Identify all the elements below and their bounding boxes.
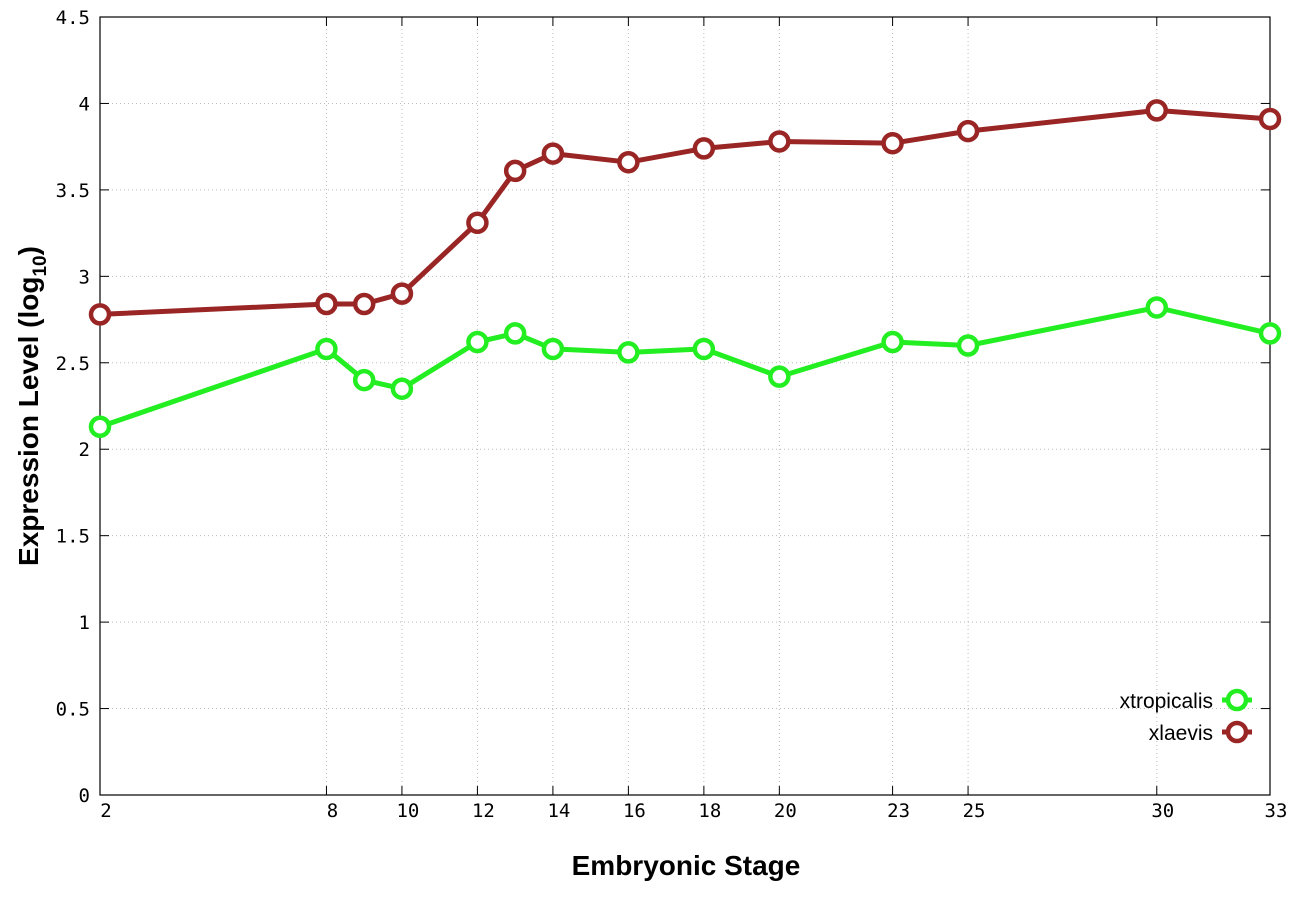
data-point-xlaevis xyxy=(1258,107,1282,131)
y-tick-label: 3.5 xyxy=(56,180,90,202)
y-axis-title: Expression Level (log10) xyxy=(13,246,51,566)
data-point-xlaevis xyxy=(1145,99,1169,122)
x-tick-label: 23 xyxy=(887,800,910,822)
data-point-xtropicalis xyxy=(88,415,112,438)
y-tick-label: 2.5 xyxy=(56,353,90,375)
data-point-xtropicalis xyxy=(466,330,489,354)
data-point-xlaevis xyxy=(617,150,640,174)
x-tick-label: 12 xyxy=(472,800,495,822)
y-tick-label: 1.5 xyxy=(56,526,90,548)
data-point-xlaevis xyxy=(881,131,904,155)
y-tick-label: 1 xyxy=(79,612,90,634)
y-tick-label: 2 xyxy=(79,439,90,461)
y-axis-title-main: Expression Level (log xyxy=(13,277,44,566)
data-point-xtropicalis xyxy=(692,337,716,361)
legend-marker-xlaevis xyxy=(1225,720,1249,744)
x-tick-label: 8 xyxy=(327,800,338,822)
data-point-xlaevis xyxy=(503,159,527,183)
data-point-xtropicalis xyxy=(1145,296,1169,319)
data-point-xlaevis xyxy=(315,292,338,316)
series xyxy=(88,99,1282,438)
x-tick-label: 10 xyxy=(396,800,419,822)
data-point-xlaevis xyxy=(692,137,716,160)
x-tick-label: 18 xyxy=(698,800,721,822)
data-point-xtropicalis xyxy=(541,337,565,361)
data-point-xtropicalis xyxy=(1258,322,1282,345)
data-point-xtropicalis xyxy=(503,322,527,345)
data-point-xlaevis xyxy=(768,130,791,153)
data-point-xtropicalis xyxy=(390,377,414,400)
x-tick-label: 30 xyxy=(1151,800,1174,822)
y-tick-label: 4.5 xyxy=(56,7,90,29)
y-tick-label: 4 xyxy=(79,93,90,115)
data-point-xlaevis xyxy=(541,142,565,165)
legend: xtropicalis xlaevis xyxy=(1120,688,1252,745)
y-tick-label: 0 xyxy=(79,785,90,807)
legend-label-xlaevis: xlaevis xyxy=(1149,722,1213,745)
series-line-xlaevis xyxy=(99,107,1271,317)
data-point-xlaevis xyxy=(390,282,414,305)
data-point-xlaevis xyxy=(352,292,376,316)
grid xyxy=(100,17,1270,795)
y-tick-label: 3 xyxy=(79,266,90,288)
y-axis-title-subscript: 10 xyxy=(30,255,51,276)
y-axis-title-close: ) xyxy=(13,246,44,255)
data-point-xtropicalis xyxy=(881,330,904,354)
data-point-xtropicalis xyxy=(956,334,980,357)
legend-label-xtropicalis: xtropicalis xyxy=(1120,690,1213,713)
series-line-xtropicalis xyxy=(99,305,1271,430)
y-tick-label: 0.5 xyxy=(56,699,90,721)
data-point-xtropicalis xyxy=(315,337,338,361)
x-tick-label: 16 xyxy=(623,800,646,822)
data-point-xlaevis xyxy=(466,211,489,234)
x-axis-title: Embryonic Stage xyxy=(572,850,801,881)
x-tick-label: 2 xyxy=(100,800,111,822)
legend-marker-xtropicalis xyxy=(1225,688,1249,712)
ticks: 0 0.5 1 1.5 2 2.5 3 3.5 4 4.5 2 8 10 12 14 16 18 20 23 25 30… xyxy=(56,7,1288,822)
data-point-xtropicalis xyxy=(352,368,376,392)
data-point-xlaevis xyxy=(956,119,980,143)
data-point-xtropicalis xyxy=(617,341,640,364)
x-tick-label: 25 xyxy=(963,800,986,822)
data-point-xtropicalis xyxy=(768,365,791,388)
data-point-xlaevis xyxy=(88,303,112,326)
x-tick-label: 20 xyxy=(774,800,797,822)
x-tick-label: 33 xyxy=(1265,800,1288,822)
plot-frame xyxy=(99,16,1271,796)
x-tick-label: 14 xyxy=(547,800,570,822)
